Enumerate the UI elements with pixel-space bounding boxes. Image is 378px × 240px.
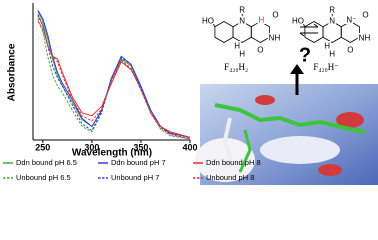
atom-label: O (272, 11, 278, 20)
atom-label: H (324, 42, 330, 51)
legend-label: Ddn bound pH 8 (206, 158, 261, 167)
legend-label: Unbound pH 6.5 (16, 173, 71, 182)
atom-label: NH (269, 33, 281, 42)
bond (211, 21, 216, 27)
atom-label: R (329, 6, 335, 15)
series-line (37, 14, 191, 140)
legend-label: Unbound pH 7 (111, 173, 159, 182)
formula: F₄₂₀H₂ (224, 62, 248, 72)
formula: F₄₂₀H⁻ (313, 62, 339, 72)
atom-label: NH (359, 33, 371, 42)
ring (250, 21, 270, 43)
figure: ? 250 300 350 400 Wavelength (nm) Absorbance D… (3, 3, 378, 185)
x-tick-label: 350 (133, 142, 148, 152)
series-line (37, 20, 191, 140)
atom-label: N⁻ (346, 16, 356, 25)
equilibrium-arrows (299, 23, 319, 37)
legend-label: Unbound pH 8 (206, 173, 254, 182)
atom-label: HO (292, 17, 304, 26)
atom-label: N (239, 17, 245, 26)
atom-label: H (239, 50, 245, 59)
legend-label: Ddn bound pH 6.5 (16, 158, 77, 167)
legend-label: Ddn bound pH 7 (111, 158, 166, 167)
x-tick-label: 400 (182, 142, 197, 152)
atom-label: H (258, 16, 264, 25)
atom-label: O (347, 46, 353, 55)
protein-image (195, 64, 378, 185)
ring (340, 21, 360, 43)
atom-label: H (234, 42, 240, 51)
question-mark: ? (299, 44, 311, 66)
atom-label: O (257, 46, 263, 55)
atom-label: O (362, 11, 368, 20)
ring (304, 21, 324, 43)
y-axis-label: Absorbance (7, 43, 18, 101)
atom-label: HO (202, 17, 214, 26)
chem-structure: HO NR N⁻ O NH O HH F₄₂₀H⁻ (291, 4, 372, 72)
series-line (37, 15, 191, 138)
atom-label: H (329, 50, 335, 59)
atom-label: R (239, 6, 245, 15)
ring (214, 21, 234, 43)
series-line (37, 10, 191, 138)
x-tick-label: 300 (84, 142, 99, 152)
x-tick-label: 250 (35, 142, 50, 152)
atom-label: N (329, 17, 335, 26)
x-axis-label: Wavelength (nm) (72, 148, 152, 159)
bond (301, 21, 306, 27)
